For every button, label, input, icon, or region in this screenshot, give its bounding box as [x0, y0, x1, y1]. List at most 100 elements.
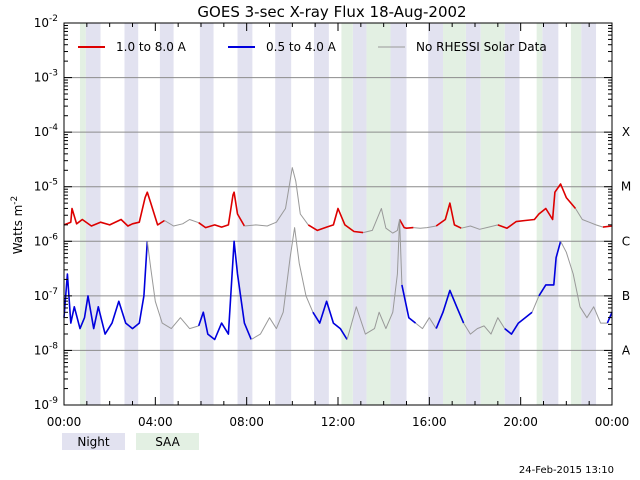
- flare-class-label: B: [622, 289, 630, 303]
- series-line: [398, 219, 414, 229]
- y-axis-label-base: Watts m: [11, 205, 25, 255]
- series-line-no-data: [560, 241, 608, 324]
- y-tick-label: 10-9: [34, 396, 59, 412]
- night-band: [275, 23, 292, 405]
- flare-class-gridlines: [64, 77, 612, 351]
- series-line-no-data: [164, 219, 199, 227]
- legend: 1.0 to 8.0 A 0.5 to 4.0 A No RHESSI Solar …: [78, 40, 547, 54]
- series-line: [312, 300, 348, 340]
- y-tick-label: 10-8: [34, 341, 59, 357]
- y-tick-base: 10: [34, 398, 49, 412]
- series-long-channel: [63, 167, 613, 234]
- y-tick-label: 10-6: [34, 232, 59, 248]
- night-band: [352, 23, 367, 405]
- night-band: [581, 23, 597, 405]
- series-line-no-data: [463, 317, 506, 335]
- series-line: [435, 202, 462, 229]
- series-line-no-data: [146, 241, 199, 330]
- saa-band: [366, 23, 391, 405]
- x-tick-label: 12:00: [321, 415, 356, 429]
- series-line-no-data: [250, 227, 314, 340]
- flare-class-label: M: [621, 180, 631, 194]
- series-line: [602, 225, 613, 228]
- night-band: [390, 23, 407, 405]
- y-tick-power: -7: [49, 287, 58, 297]
- y-tick-power: -9: [49, 396, 58, 406]
- y-tick-power: -8: [49, 341, 58, 351]
- night-band: [85, 23, 101, 405]
- x-tick-label: 20:00: [503, 415, 538, 429]
- axes: 00:00 04:00 08:00 12:00 16:00 20:00 00:0010-21…: [34, 14, 631, 429]
- series-line: [401, 284, 417, 324]
- y-tick-base: 10: [34, 180, 49, 194]
- chart-title: GOES 3-sec X-ray Flux 18-Aug-2002: [197, 3, 466, 21]
- saa-band: [480, 23, 505, 405]
- night-band: [237, 23, 253, 405]
- series-line-no-data: [362, 208, 401, 234]
- y-tick-power: -6: [49, 232, 58, 242]
- x-tick-label: 00:00: [595, 415, 630, 429]
- timestamp: 24-Feb-2015 13:10: [519, 465, 614, 476]
- series-line: [197, 240, 252, 341]
- series-line: [435, 289, 465, 329]
- y-tick-base: 10: [34, 343, 49, 357]
- legend-label: No RHESSI Solar Data: [416, 40, 547, 54]
- flare-class-label: X: [622, 125, 630, 139]
- series-line: [504, 311, 533, 335]
- series-line-no-data: [244, 167, 309, 227]
- background-bands: [79, 23, 597, 405]
- bottom-legend-label: SAA: [155, 435, 180, 449]
- flare-class-label: A: [622, 343, 631, 357]
- series-short-channel: [63, 219, 613, 341]
- series-line: [538, 241, 562, 297]
- series-line-no-data: [461, 224, 498, 230]
- y-axis-label-exponent: -2: [10, 196, 20, 205]
- y-tick-base: 10: [34, 71, 49, 85]
- data-series: [63, 167, 613, 341]
- night-band: [428, 23, 444, 405]
- y-tick-label: 10-3: [34, 69, 58, 85]
- night-band: [465, 23, 481, 405]
- legend-label: 1.0 to 8.0 A: [116, 40, 187, 54]
- saa-band: [79, 23, 86, 405]
- x-tick-label: 08:00: [229, 415, 264, 429]
- legend-label: 0.5 to 4.0 A: [266, 40, 337, 54]
- y-tick-power: -5: [49, 178, 58, 188]
- y-tick-power: -2: [49, 14, 58, 24]
- series-line: [198, 191, 246, 229]
- night-band: [504, 23, 520, 405]
- saa-band: [570, 23, 582, 405]
- bottom-legend-label: Night: [77, 435, 110, 449]
- bottom-legend-swatch: [62, 433, 125, 450]
- saa-band: [341, 23, 353, 405]
- y-axis-label-text: Watts m-2: [10, 196, 25, 255]
- series-line-no-data: [346, 219, 403, 340]
- y-tick-base: 10: [34, 125, 49, 139]
- bottom-legend: Night SAA: [62, 433, 199, 450]
- series-line: [497, 183, 577, 229]
- night-band: [542, 23, 559, 405]
- plot-frame: [63, 22, 613, 406]
- series-line: [63, 241, 149, 335]
- series-line: [63, 191, 165, 227]
- x-tick-label: 04:00: [138, 415, 173, 429]
- series-line-no-data: [413, 225, 437, 229]
- night-band: [314, 23, 329, 405]
- y-axis-label: Watts m-2: [10, 196, 25, 255]
- series-line: [307, 207, 364, 234]
- y-tick-label: 10-4: [34, 123, 59, 139]
- x-tick-label: 16:00: [412, 415, 447, 429]
- y-tick-power: -4: [49, 123, 58, 133]
- y-tick-label: 10-2: [34, 14, 58, 30]
- y-tick-base: 10: [34, 234, 49, 248]
- night-band: [159, 23, 174, 405]
- night-band: [124, 23, 139, 405]
- y-tick-label: 10-5: [34, 178, 58, 194]
- y-tick-label: 10-7: [34, 287, 58, 303]
- series-line-no-data: [575, 208, 604, 228]
- series-line-no-data: [531, 295, 540, 313]
- saa-band: [443, 23, 466, 405]
- y-tick-power: -3: [49, 69, 58, 79]
- series-line-no-data: [415, 317, 437, 330]
